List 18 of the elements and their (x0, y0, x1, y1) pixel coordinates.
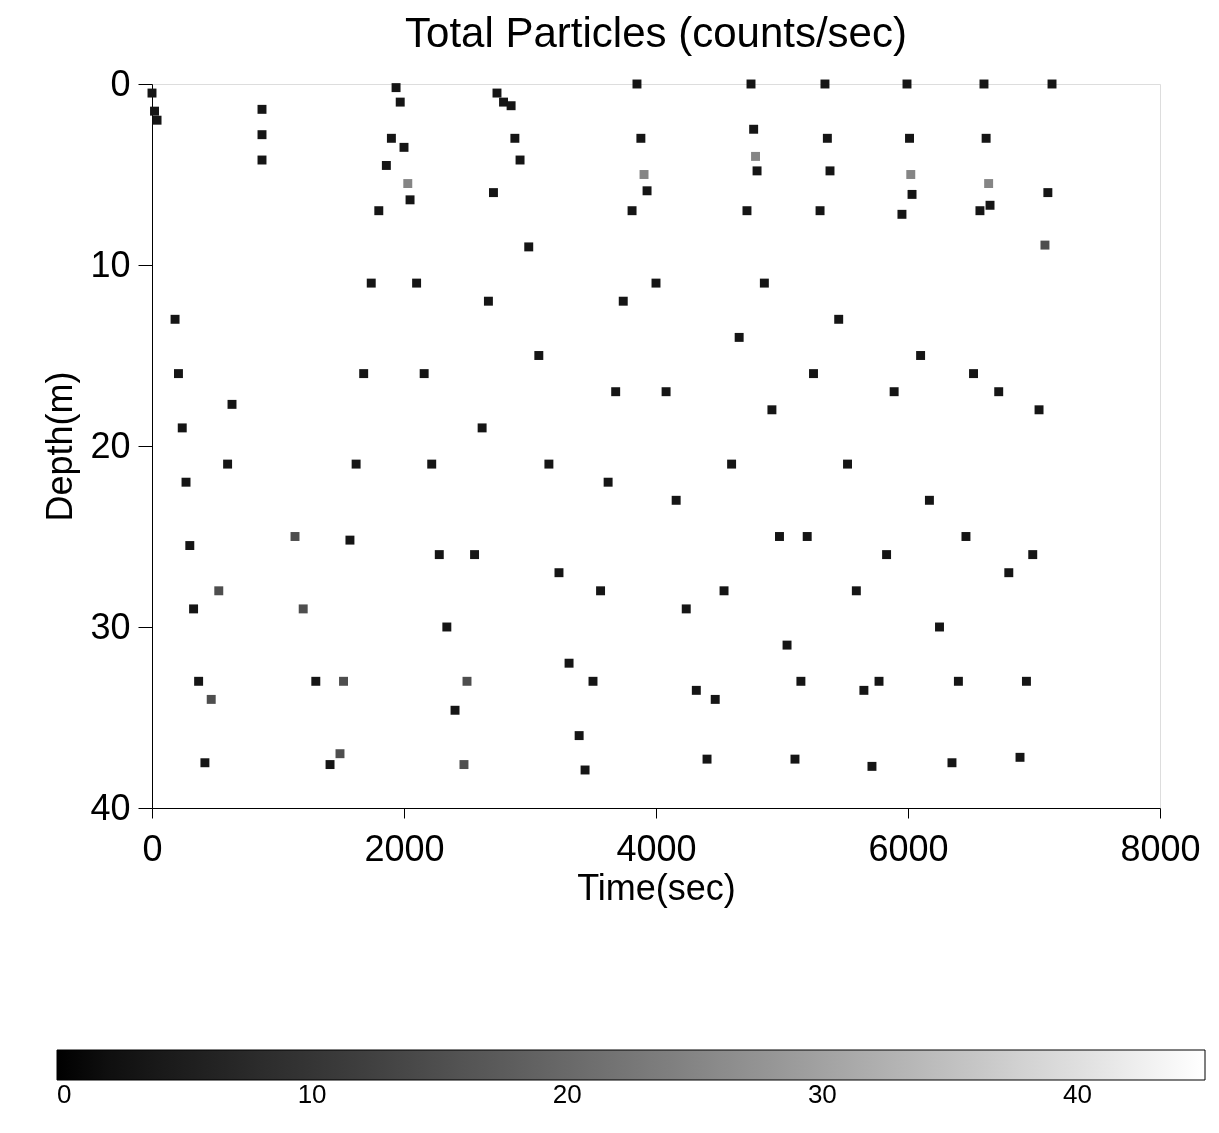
y-tick-label: 20 (90, 424, 131, 466)
color-bar-label: 0 (57, 1079, 72, 1109)
y-tick-label: 40 (90, 786, 131, 828)
y-tick-label: 10 (90, 243, 131, 285)
chart-title: Total Particles (counts/sec) (405, 9, 907, 56)
y-tick-label: 30 (90, 605, 131, 647)
x-tick-label: 2000 (364, 827, 445, 869)
color-bar-label: 30 (807, 1079, 837, 1109)
x-axis-title: Time(sec) (577, 866, 736, 908)
x-tick-label: 6000 (868, 827, 949, 869)
y-axis-title: Depth(m) (39, 371, 81, 522)
x-tick-label: 8000 (1120, 827, 1201, 869)
x-tick-label: 4000 (616, 827, 697, 869)
color-bar-label: 40 (1062, 1079, 1092, 1109)
color-bar-label: 20 (552, 1079, 582, 1109)
y-tick-label: 0 (110, 62, 131, 104)
x-tick-label: 0 (142, 827, 163, 869)
color-bar-label: 10 (297, 1079, 327, 1109)
